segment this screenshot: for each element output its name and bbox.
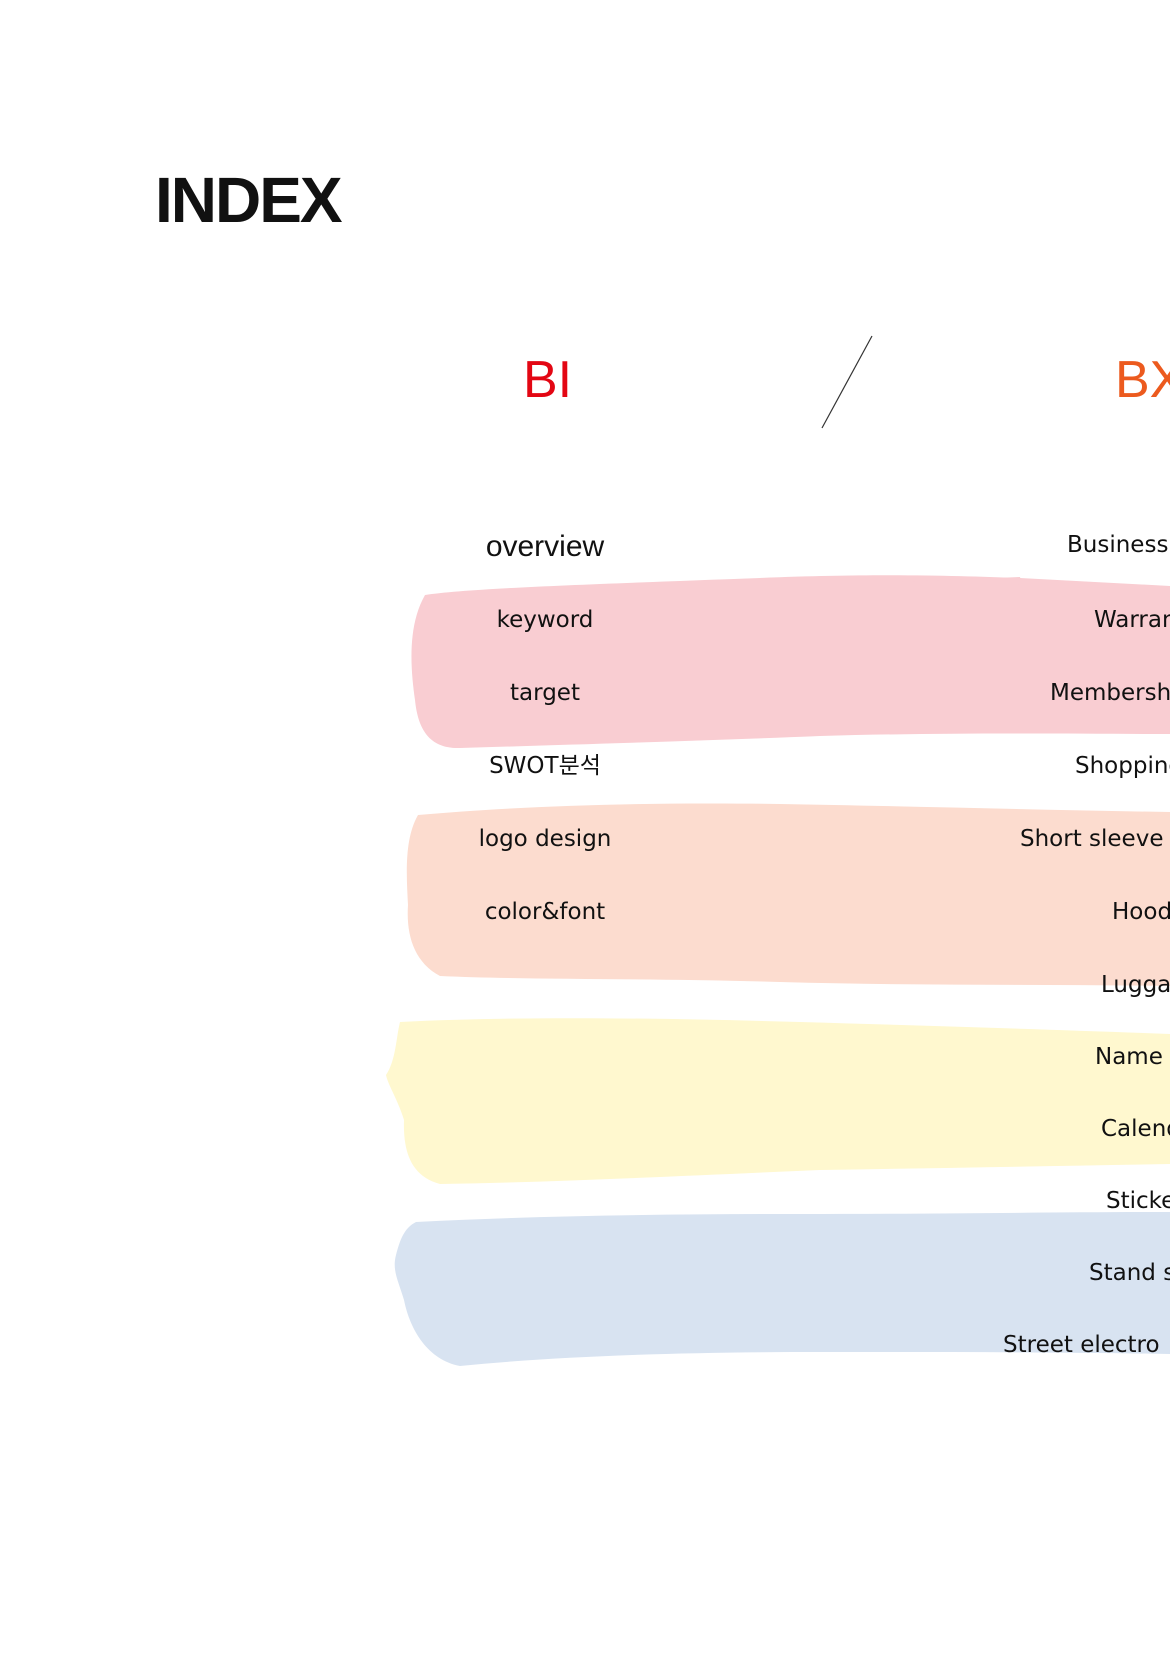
- bi-heading: BI: [523, 351, 573, 409]
- bx-item-sticker: Sticke: [1106, 1190, 1170, 1213]
- page-title: INDEX: [155, 164, 343, 236]
- bx-item-street-electro: Street electro: [1003, 1334, 1160, 1357]
- bx-item-stand-sign: Stand s: [1089, 1262, 1170, 1285]
- bi-item-overview: overview: [485, 530, 605, 563]
- bx-heading: BX: [1115, 351, 1170, 409]
- bi-item-logo-design: logo design: [478, 826, 612, 852]
- brush-stroke-blue: [394, 1212, 1170, 1366]
- bi-item-color-font: color&font: [484, 899, 606, 925]
- bi-item-swot: SWOT분석: [489, 753, 601, 779]
- brush-stroke-pink: [411, 575, 1170, 749]
- bx-item-name-tag: Name t: [1095, 1046, 1170, 1069]
- bx-item-short-sleeve: Short sleeve: [1020, 828, 1164, 851]
- bx-item-calendar: Calend: [1101, 1118, 1170, 1141]
- bx-item-warranty: Warran: [1094, 609, 1170, 632]
- brush-stroke-peach: [406, 803, 1170, 986]
- bx-item-shopping: Shopping: [1075, 755, 1170, 778]
- brush-stroke-pink-tail: [890, 577, 1022, 590]
- bi-item-keyword: keyword: [496, 607, 594, 633]
- brush-stroke-yellow: [386, 1018, 1170, 1184]
- bi-item-target: target: [510, 680, 580, 706]
- bx-item-membership: Membersh: [1050, 682, 1170, 705]
- bx-item-business: Business: [1067, 534, 1169, 557]
- bx-item-luggage: Lugga: [1101, 974, 1170, 997]
- bx-item-hood: Hood: [1112, 901, 1170, 924]
